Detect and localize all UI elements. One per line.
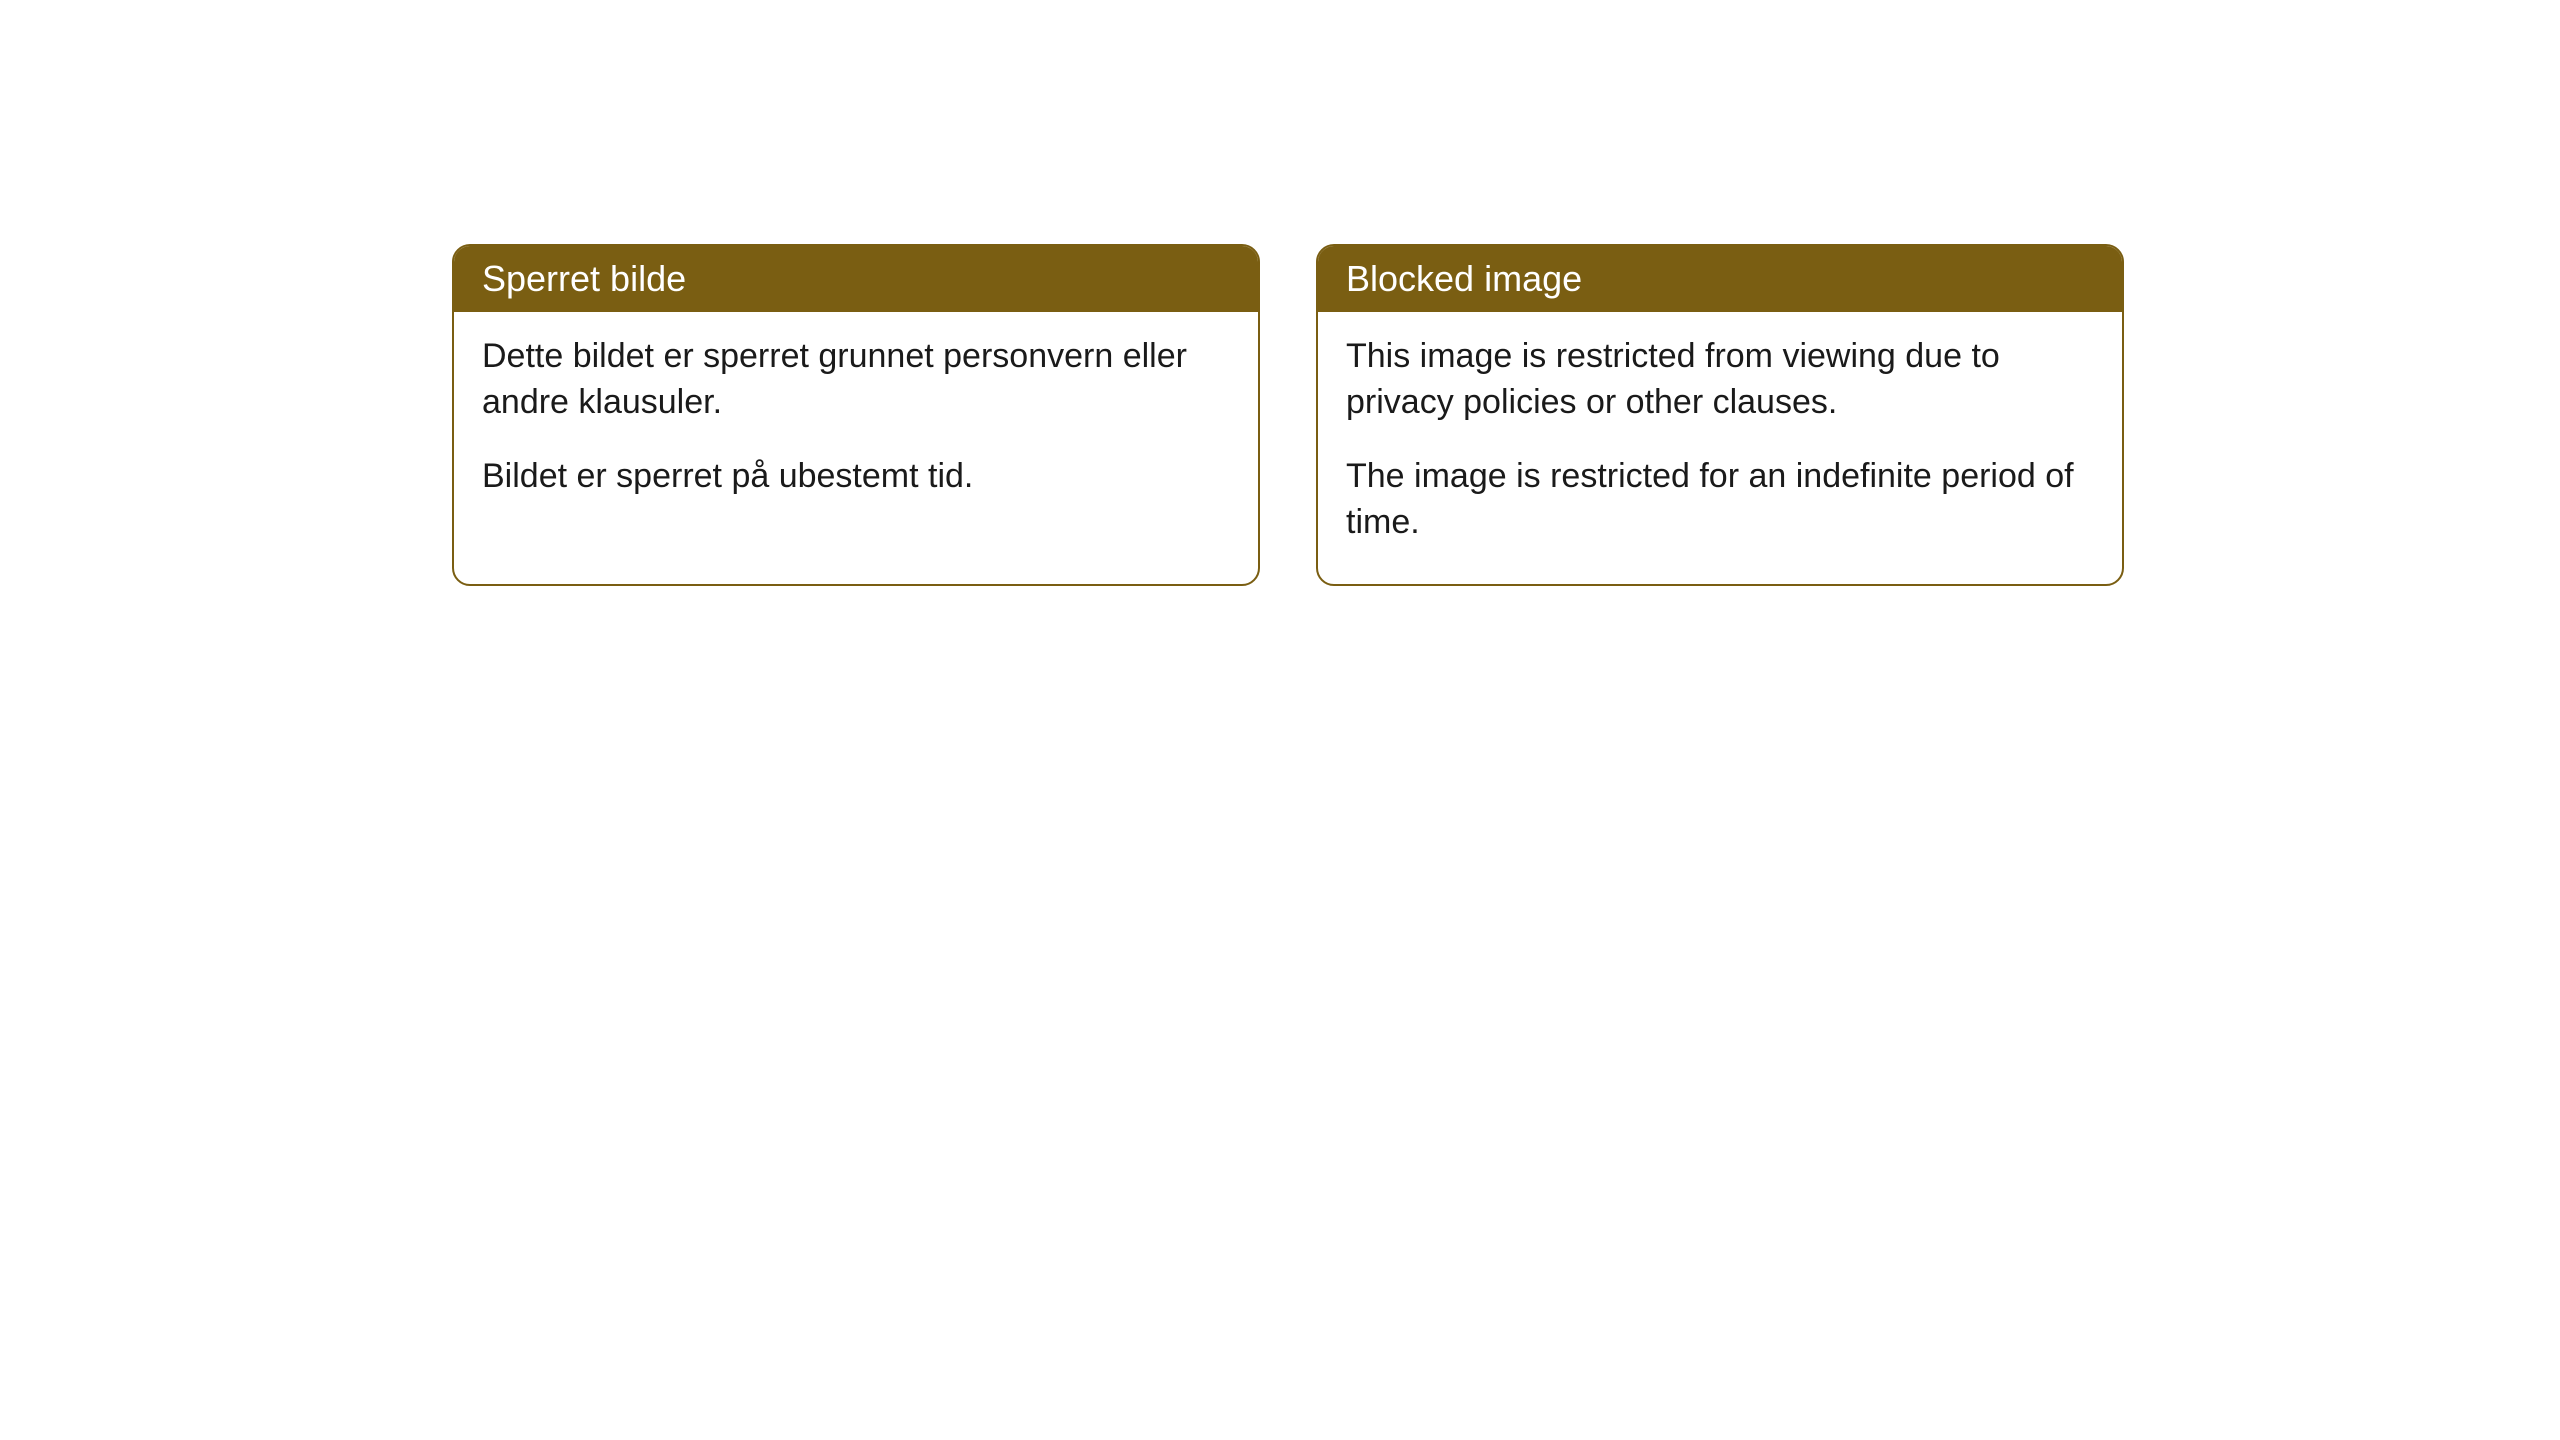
card-paragraph: Bildet er sperret på ubestemt tid.	[482, 454, 1230, 500]
card-header: Sperret bilde	[454, 246, 1258, 312]
card-title: Blocked image	[1346, 258, 1582, 299]
card-title: Sperret bilde	[482, 258, 686, 299]
card-body: Dette bildet er sperret grunnet personve…	[454, 312, 1258, 538]
card-paragraph: This image is restricted from viewing du…	[1346, 334, 2094, 426]
notice-cards-container: Sperret bilde Dette bildet er sperret gr…	[452, 244, 2124, 586]
card-paragraph: The image is restricted for an indefinit…	[1346, 454, 2094, 546]
blocked-image-card-en: Blocked image This image is restricted f…	[1316, 244, 2124, 586]
card-paragraph: Dette bildet er sperret grunnet personve…	[482, 334, 1230, 426]
card-body: This image is restricted from viewing du…	[1318, 312, 2122, 584]
blocked-image-card-no: Sperret bilde Dette bildet er sperret gr…	[452, 244, 1260, 586]
card-header: Blocked image	[1318, 246, 2122, 312]
